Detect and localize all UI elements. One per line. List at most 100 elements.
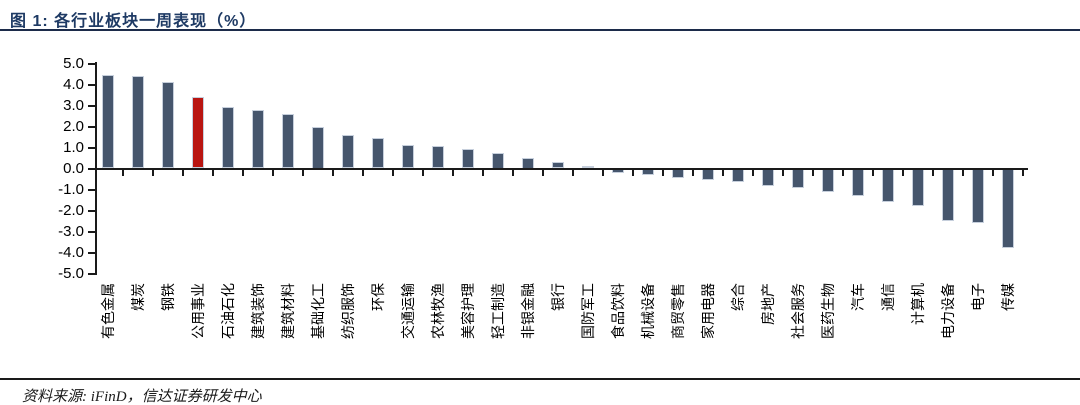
y-tick — [88, 104, 95, 107]
x-category-label: 计算机 — [910, 283, 926, 325]
x-tick — [302, 168, 304, 176]
x-tick — [752, 168, 754, 176]
x-tick — [962, 168, 964, 176]
x-category-label: 社会服务 — [790, 283, 806, 339]
bar — [762, 168, 774, 187]
bar — [402, 145, 414, 169]
y-tick-label: 0.0 — [63, 159, 84, 177]
bar — [882, 168, 894, 203]
x-category-label: 医药生物 — [820, 283, 836, 339]
bar — [372, 138, 384, 169]
x-tick — [272, 168, 274, 176]
x-tick — [902, 168, 904, 176]
bar — [102, 75, 114, 169]
y-tick — [88, 62, 95, 65]
bar — [222, 106, 234, 169]
x-tick — [632, 168, 634, 176]
source-note: 资料来源: iFinD，信达证券研发中心 — [22, 389, 262, 405]
bar — [1002, 168, 1014, 249]
bar — [792, 168, 804, 189]
x-tick — [722, 168, 724, 176]
x-tick — [212, 168, 214, 176]
bar — [252, 109, 264, 169]
bar — [462, 148, 474, 169]
y-tick — [88, 251, 95, 254]
x-category-label: 商贸零售 — [670, 283, 686, 339]
x-category-label: 美容护理 — [460, 283, 476, 339]
y-tick — [88, 272, 95, 275]
x-category-label: 机械设备 — [640, 283, 656, 339]
y-tick — [88, 230, 95, 233]
y-tick-label: 4.0 — [63, 75, 84, 93]
x-category-label: 煤炭 — [130, 283, 146, 311]
x-category-label: 国防军工 — [580, 283, 596, 339]
x-category-label: 传媒 — [1000, 283, 1016, 311]
x-category-label: 汽车 — [850, 283, 866, 311]
x-tick — [482, 168, 484, 176]
x-tick — [122, 168, 124, 176]
bar — [432, 146, 444, 169]
x-category-label: 银行 — [550, 283, 566, 311]
x-tick — [242, 168, 244, 176]
x-tick — [422, 168, 424, 176]
bar — [852, 168, 864, 196]
x-category-label: 农林牧渔 — [430, 283, 446, 339]
bar — [912, 168, 924, 207]
x-tick — [152, 168, 154, 176]
x-category-label: 综合 — [730, 283, 746, 311]
bar — [672, 168, 684, 178]
x-category-label: 非银金融 — [520, 283, 536, 339]
bar — [282, 113, 294, 169]
y-tick-label: 2.0 — [63, 117, 84, 135]
bar — [972, 168, 984, 224]
y-tick-label: 1.0 — [63, 138, 84, 156]
x-tick — [692, 168, 694, 176]
x-category-label: 有色金属 — [100, 283, 116, 339]
x-tick — [602, 168, 604, 176]
x-category-label: 建筑材料 — [280, 283, 296, 339]
y-tick-label: -2.0 — [58, 201, 84, 219]
x-tick — [452, 168, 454, 176]
x-category-label: 纺织服饰 — [340, 283, 356, 339]
x-category-label: 电子 — [970, 283, 986, 311]
y-tick — [88, 209, 95, 212]
x-tick — [1022, 168, 1024, 176]
x-tick — [932, 168, 934, 176]
y-tick-label: 3.0 — [63, 96, 84, 114]
x-category-label: 公用事业 — [190, 283, 206, 339]
x-tick — [812, 168, 814, 176]
y-tick — [88, 167, 95, 170]
title-rule — [0, 29, 1080, 31]
x-category-label: 石油石化 — [220, 283, 236, 339]
x-category-label: 环保 — [370, 283, 386, 311]
x-category-label: 房地产 — [760, 283, 776, 325]
bar — [942, 168, 954, 221]
x-category-label: 轻工制造 — [490, 283, 506, 339]
bar — [492, 152, 504, 169]
bar — [162, 82, 174, 169]
x-category-label: 基础化工 — [310, 283, 326, 339]
x-tick — [182, 168, 184, 176]
bar — [192, 97, 204, 169]
x-tick — [872, 168, 874, 176]
y-tick — [88, 125, 95, 128]
x-category-label: 电力设备 — [940, 283, 956, 339]
bar — [702, 168, 714, 181]
footer-rule — [0, 378, 1080, 380]
x-tick — [542, 168, 544, 176]
x-tick — [782, 168, 784, 176]
x-category-label: 钢铁 — [160, 283, 176, 311]
y-tick — [88, 83, 95, 86]
x-category-label: 交通运输 — [400, 283, 416, 339]
y-tick-label: -1.0 — [58, 180, 84, 198]
zero-axis-line — [95, 167, 1028, 170]
x-category-label: 食品饮料 — [610, 283, 626, 339]
x-tick — [332, 168, 334, 176]
x-tick — [392, 168, 394, 176]
x-category-label: 建筑装饰 — [250, 283, 266, 339]
y-tick-label: -3.0 — [58, 222, 84, 240]
bar — [342, 134, 354, 169]
y-tick — [88, 146, 95, 149]
y-tick-label: -4.0 — [58, 243, 84, 261]
